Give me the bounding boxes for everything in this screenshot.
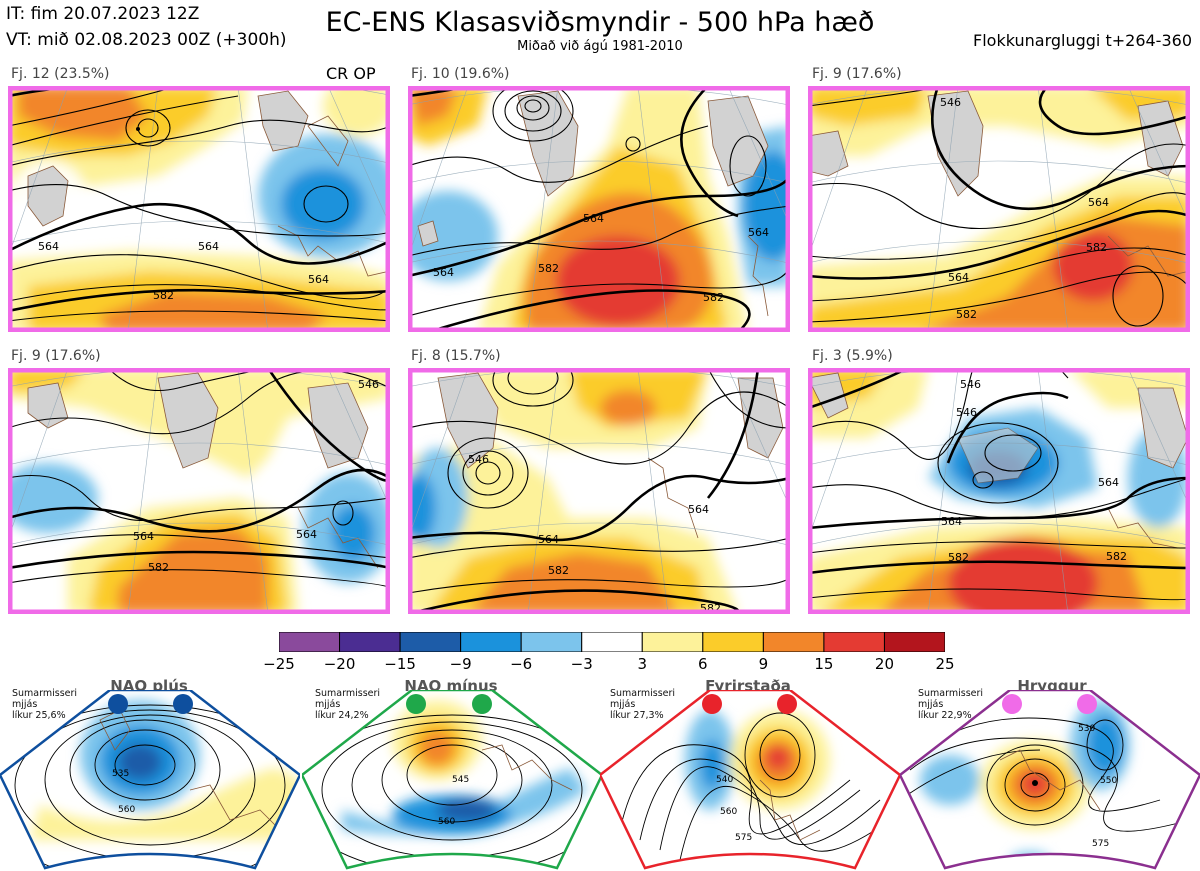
contour-label: 564 xyxy=(38,240,59,253)
colorbar-tick-label: 25 xyxy=(935,655,955,673)
cluster-map-6: 546 546 564 582 582 564 xyxy=(808,368,1190,614)
contour-label: 582 xyxy=(1106,550,1127,563)
contour-label: 560 xyxy=(438,817,455,827)
contour-label: 535 xyxy=(112,769,129,779)
valid-time: VT: mið 02.08.2023 00Z (+300h) xyxy=(6,30,287,50)
cluster-map-1: 564 564 582 564 xyxy=(8,86,390,332)
contour-label: 564 xyxy=(198,240,219,253)
contour-label: 575 xyxy=(735,833,752,843)
colorbar-swatch xyxy=(883,632,945,652)
contour-label: 582 xyxy=(948,551,969,564)
colorbar-tick-label: −25 xyxy=(263,655,295,673)
colorbar-swatch xyxy=(399,632,462,652)
colorbar-swatch xyxy=(823,632,885,652)
contour-label: 560 xyxy=(118,805,135,815)
contour-label: 564 xyxy=(1098,476,1119,489)
initial-time: IT: fim 20.07.2023 12Z xyxy=(6,4,200,24)
panel-3-label: Fj. 9 (17.6%) xyxy=(812,66,902,82)
colorbar-swatch xyxy=(460,632,522,652)
contour-label: 582 xyxy=(548,564,569,577)
cluster-map-4: 564 582 564 546 xyxy=(8,368,390,614)
contour-label: 582 xyxy=(1086,241,1107,254)
contour-label: 546 xyxy=(358,378,379,391)
contour-label: 582 xyxy=(956,308,977,321)
colorbar-tick-label: −9 xyxy=(449,655,472,673)
contour-label: 564 xyxy=(748,226,769,239)
contour-label: 564 xyxy=(296,528,317,541)
contour-label: 545 xyxy=(452,775,469,785)
contour-label: 564 xyxy=(688,503,709,516)
contour-label: 546 xyxy=(960,378,981,391)
regime-map-nao-plus: 535 560 xyxy=(0,690,300,870)
cluster-map-2: 564 582 564 582 564 xyxy=(408,86,790,332)
regime-2-info: Sumarmisseri mjjás líkur 24,2% xyxy=(315,688,381,721)
regime-4-info: Sumarmisseri mjjás líkur 22,9% xyxy=(918,688,984,721)
contour-label: 564 xyxy=(538,533,559,546)
contour-label: 582 xyxy=(538,262,559,275)
colorbar-swatch xyxy=(641,632,704,652)
contour-label: 575 xyxy=(1092,839,1109,849)
contour-label: 560 xyxy=(720,807,737,817)
contour-label: 564 xyxy=(433,266,454,279)
panel-6-label: Fj. 3 (5.9%) xyxy=(812,348,893,364)
panel-2-label: Fj. 10 (19.6%) xyxy=(411,66,510,82)
colorbar-swatch xyxy=(702,632,764,652)
classification-window: Flokkunargluggi t+264-360 xyxy=(973,31,1192,50)
colorbar-swatches xyxy=(279,632,945,652)
page-title: EC-ENS Klasasviðsmyndir - 500 hPa hæð xyxy=(325,7,875,38)
contour-label: 564 xyxy=(941,515,962,528)
contour-label: 546 xyxy=(940,96,961,109)
colorbar-tick-label: 15 xyxy=(814,655,834,673)
panel-1-label: Fj. 12 (23.5%) xyxy=(11,66,110,82)
contour-label: 546 xyxy=(468,453,489,466)
panel-1-tag: CR OP xyxy=(326,64,376,83)
panel-4-label: Fj. 9 (17.6%) xyxy=(11,348,101,364)
regime-map-blocking: 540 560 575 xyxy=(600,690,900,870)
panel-5-label: Fj. 8 (15.7%) xyxy=(411,348,501,364)
colorbar-tick-label: −15 xyxy=(384,655,416,673)
colorbar-swatch xyxy=(339,632,401,652)
colorbar-swatch xyxy=(581,632,643,652)
colorbar-swatch xyxy=(279,632,341,652)
contour-label: 582 xyxy=(153,289,174,302)
cluster-map-5: 546 564 582 582 564 xyxy=(408,368,790,614)
colorbar-tick-label: −6 xyxy=(510,655,533,673)
colorbar-tick-label: 9 xyxy=(758,655,769,673)
colorbar-swatch xyxy=(762,632,825,652)
colorbar-tick-label: 3 xyxy=(637,655,648,673)
colorbar-tick-label: −20 xyxy=(323,655,356,673)
contour-label: 564 xyxy=(948,271,969,284)
colorbar-tick-label: −3 xyxy=(570,655,593,673)
contour-label: 582 xyxy=(703,291,724,304)
contour-label: 564 xyxy=(583,212,604,225)
contour-label: 530 xyxy=(1078,724,1095,734)
regime-map-ridge: 530 550 575 xyxy=(900,690,1200,870)
climatology-reference: Miðað við ágú 1981-2010 xyxy=(517,39,683,54)
contour-label: 546 xyxy=(956,406,977,419)
contour-label: 564 xyxy=(308,273,329,286)
regime-3-info: Sumarmisseri mjjás líkur 27,3% xyxy=(610,688,676,721)
contour-label: 564 xyxy=(133,530,154,543)
colorbar-swatch xyxy=(520,632,583,652)
regime-1-info: Sumarmisseri mjjás líkur 25,6% xyxy=(12,688,78,721)
colorbar-tick-label: 6 xyxy=(698,655,708,673)
contour-label: 550 xyxy=(1100,776,1117,786)
cluster-map-3: 546 564 582 564 582 xyxy=(808,86,1190,332)
colorbar xyxy=(279,632,945,652)
contour-label: 564 xyxy=(1088,196,1109,209)
contour-label: 582 xyxy=(148,561,169,574)
contour-label: 540 xyxy=(716,775,733,785)
colorbar-tick-label: 20 xyxy=(874,655,894,673)
